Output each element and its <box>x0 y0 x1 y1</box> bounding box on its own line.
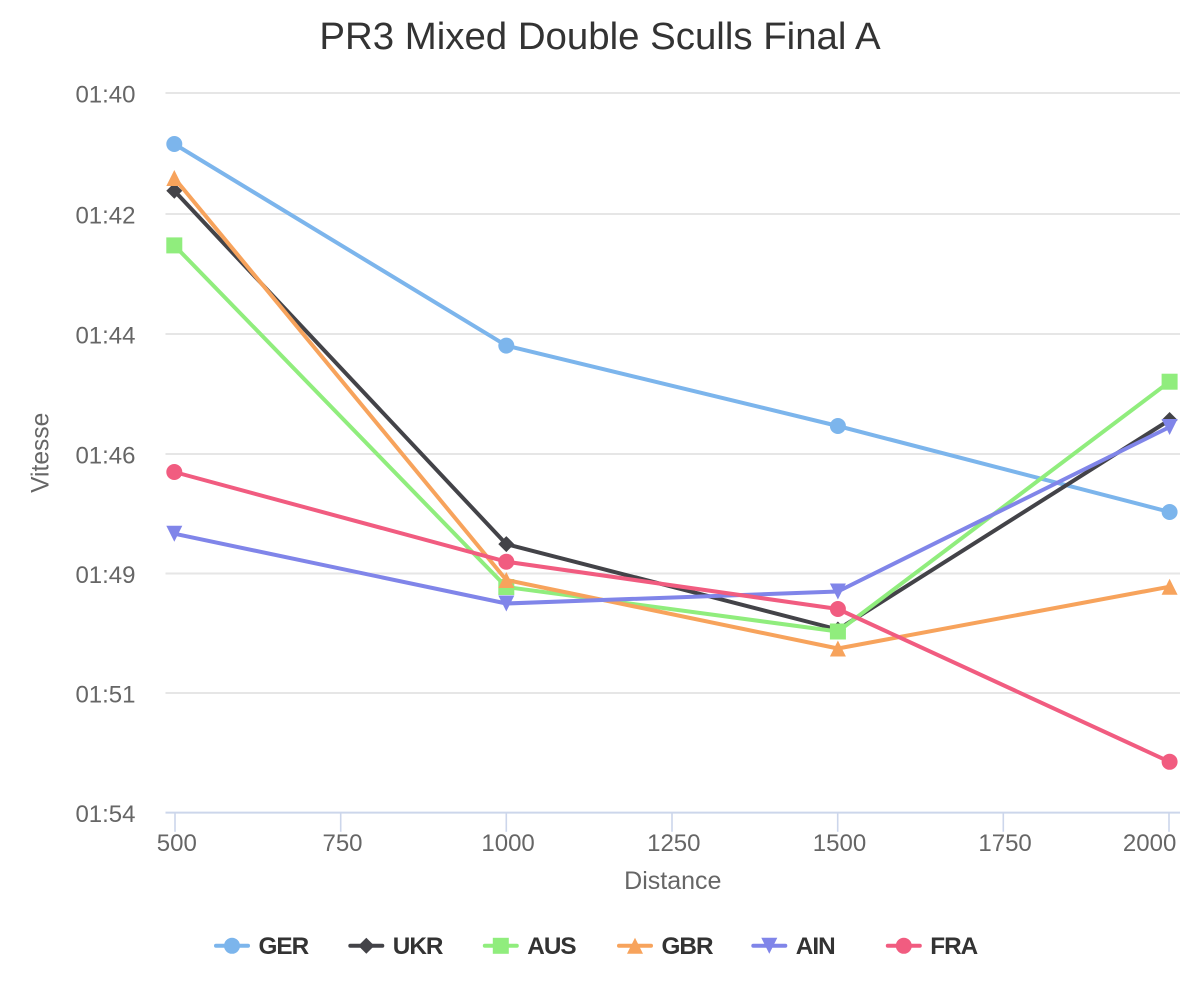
svg-text:01:49: 01:49 <box>75 562 135 589</box>
svg-text:500: 500 <box>157 830 197 857</box>
svg-text:UKR: UKR <box>393 933 444 960</box>
svg-text:01:40: 01:40 <box>75 82 135 109</box>
svg-text:1500: 1500 <box>813 830 866 857</box>
svg-text:01:44: 01:44 <box>75 323 135 350</box>
svg-text:01:46: 01:46 <box>75 443 135 470</box>
svg-text:AUS: AUS <box>527 933 576 960</box>
svg-text:01:51: 01:51 <box>75 682 135 709</box>
svg-text:1000: 1000 <box>481 830 534 857</box>
svg-text:01:54: 01:54 <box>75 801 135 828</box>
svg-text:1750: 1750 <box>978 830 1031 857</box>
svg-text:Distance: Distance <box>624 867 721 895</box>
svg-text:1250: 1250 <box>647 830 700 857</box>
svg-text:Vitesse: Vitesse <box>28 413 55 493</box>
svg-text:2000: 2000 <box>1123 830 1176 857</box>
svg-text:GBR: GBR <box>662 933 714 960</box>
svg-text:GER: GER <box>259 933 310 960</box>
svg-text:AIN: AIN <box>796 933 835 960</box>
svg-text:PR3 Mixed Double Sculls Final: PR3 Mixed Double Sculls Final A <box>319 15 881 58</box>
svg-text:FRA: FRA <box>930 933 977 960</box>
svg-text:750: 750 <box>322 830 362 857</box>
svg-text:01:42: 01:42 <box>75 203 135 230</box>
